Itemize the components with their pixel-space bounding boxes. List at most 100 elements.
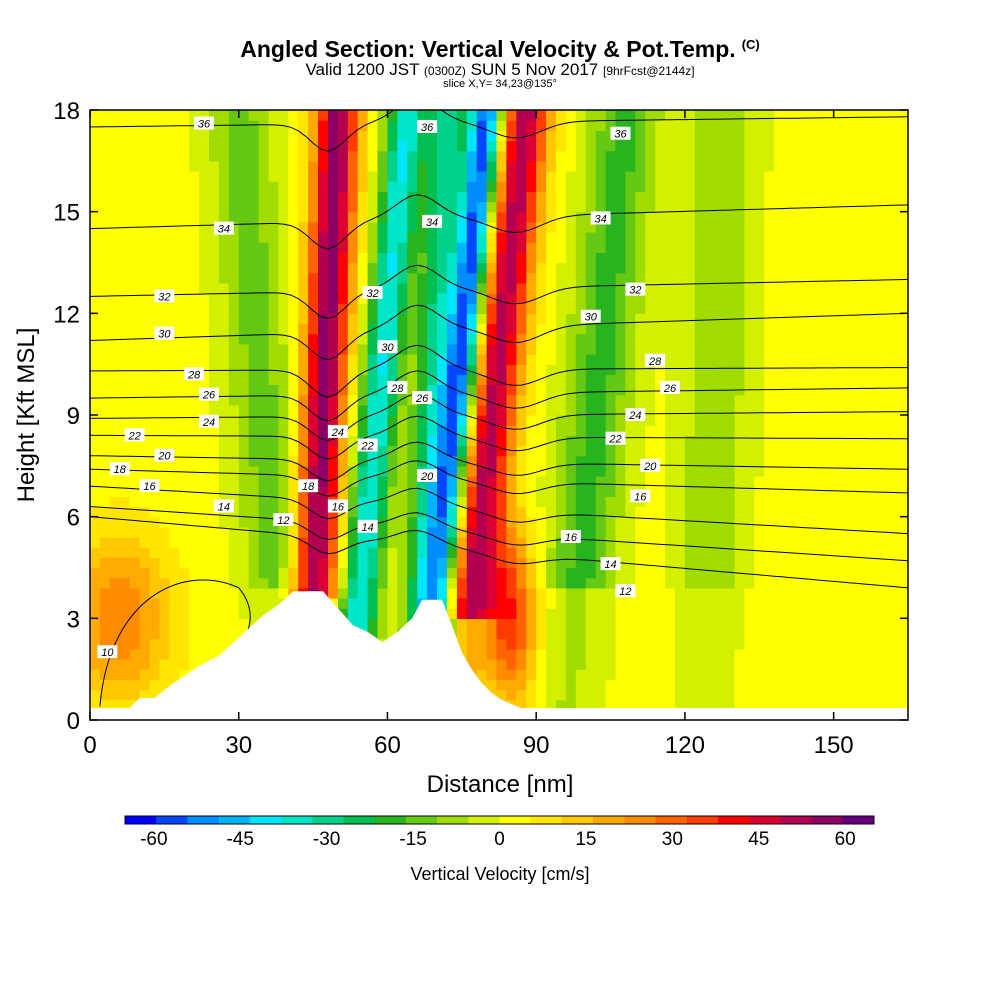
field-cell [476, 130, 488, 142]
field-cell [585, 404, 597, 416]
field-cell [209, 598, 220, 609]
field-cell [496, 476, 507, 487]
field-cell [595, 343, 607, 355]
field-cell [228, 252, 240, 264]
field-cell [159, 608, 170, 619]
field-cell [119, 628, 131, 640]
field-cell [823, 181, 835, 192]
field-cell [446, 435, 458, 447]
field-cell [784, 669, 795, 680]
field-cell [248, 618, 260, 630]
field-cell [258, 252, 270, 264]
field-cell [744, 343, 755, 355]
field-cell [139, 242, 151, 253]
field-cell [694, 130, 706, 142]
field-cell [605, 577, 617, 589]
field-cell [645, 181, 656, 192]
field-cell [605, 567, 617, 579]
field-cell [456, 160, 468, 172]
field-cell [893, 455, 904, 467]
field-cell [298, 516, 309, 528]
field-cell [754, 486, 765, 497]
field-cell [694, 669, 706, 680]
field-cell [139, 323, 151, 335]
field-cell [744, 435, 755, 447]
field-cell [625, 120, 636, 131]
field-cell [129, 465, 141, 477]
field-cell [813, 110, 825, 121]
field-cell [704, 404, 716, 416]
field-cell [823, 476, 835, 487]
field-cell [744, 577, 755, 589]
field-cell [734, 547, 745, 558]
field-cell [218, 516, 230, 528]
field-cell [883, 160, 894, 172]
field-cell [803, 689, 815, 701]
field-cell [873, 415, 884, 426]
field-cell [278, 333, 289, 345]
field-cell [903, 699, 908, 711]
field-cell [536, 516, 547, 528]
field-cell [655, 435, 666, 447]
isentrope-20 [90, 441, 908, 482]
field-cell [585, 506, 597, 518]
field-cell [744, 282, 755, 294]
field-cell [268, 435, 279, 447]
field-cell [724, 242, 736, 253]
field-cell [496, 638, 507, 650]
field-cell [625, 567, 636, 579]
field-cell [526, 394, 537, 406]
field-cell [486, 638, 498, 650]
field-cell [526, 293, 537, 304]
field-cell [516, 547, 527, 558]
field-cell [675, 282, 686, 294]
field-cell [595, 415, 607, 426]
field-cell [189, 628, 200, 640]
field-cell [99, 364, 111, 375]
field-cell [496, 496, 507, 508]
field-cell [397, 354, 408, 365]
field-cell [169, 303, 180, 314]
field-cell [675, 404, 686, 416]
field-cell [873, 313, 884, 325]
field-cell [556, 181, 567, 192]
field-cell [744, 699, 755, 711]
field-cell [476, 648, 488, 660]
field-cell [823, 598, 835, 609]
field-cell [318, 160, 329, 172]
field-cell [536, 110, 547, 121]
field-cell [258, 394, 270, 406]
field-cell [764, 130, 775, 142]
field-cell [347, 557, 359, 569]
field-cell [774, 618, 785, 630]
field-cell [585, 516, 597, 528]
field-cell [774, 343, 785, 355]
field-cell [694, 150, 706, 162]
field-cell [595, 486, 607, 497]
field-cell [714, 343, 726, 355]
field-cell [90, 445, 101, 457]
field-cell [675, 425, 686, 436]
field-cell [119, 598, 131, 609]
field-cell [258, 130, 270, 142]
field-cell [109, 496, 121, 508]
field-cell [486, 191, 498, 203]
field-cell [367, 628, 379, 640]
field-cell [863, 140, 874, 152]
field-cell [318, 557, 329, 569]
field-cell [248, 384, 260, 396]
field-cell [655, 303, 666, 314]
field-cell [883, 333, 894, 345]
field-cell [645, 242, 656, 253]
field-cell [199, 181, 210, 192]
field-cell [635, 140, 646, 152]
field-cell [764, 293, 775, 304]
field-cell [595, 140, 607, 152]
field-cell [397, 313, 408, 325]
field-cell [189, 445, 200, 457]
field-cell [784, 476, 795, 487]
field-cell [803, 557, 815, 569]
field-cell [813, 394, 825, 406]
field-cell [694, 415, 706, 426]
field-cell [675, 415, 686, 426]
